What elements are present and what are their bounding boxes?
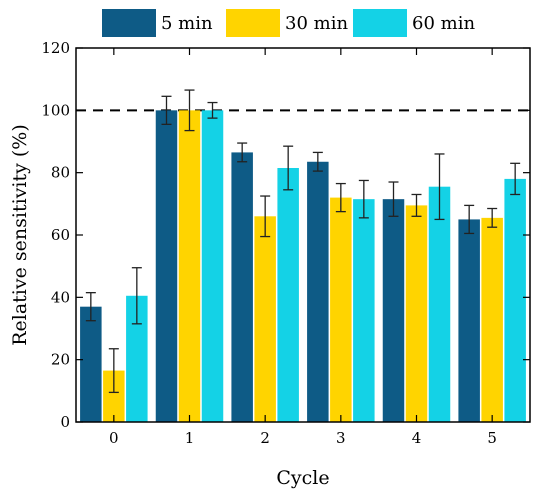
bar [307, 161, 329, 422]
bar [353, 199, 375, 422]
legend-swatch [102, 9, 156, 37]
bar [504, 178, 526, 422]
x-tick-label: 0 [109, 429, 119, 447]
x-tick-label: 5 [487, 429, 497, 447]
y-tick-label: 20 [51, 351, 70, 369]
x-tick-label: 1 [185, 429, 195, 447]
bar [80, 306, 102, 422]
bar [201, 110, 224, 422]
error-bars-layer [85, 89, 521, 394]
bar [330, 197, 352, 422]
bar [126, 295, 148, 422]
x-axis-ticks: 0 1 2 3 4 5 [109, 48, 497, 447]
bar [103, 370, 125, 422]
bar [458, 219, 480, 422]
legend-swatch [353, 9, 407, 37]
bar [155, 110, 178, 422]
legend-label: 60 min [412, 13, 475, 34]
y-tick-label: 120 [41, 39, 70, 57]
x-axis-title: Cycle [276, 467, 329, 489]
y-axis-title: Relative sensitivity (%) [9, 124, 31, 346]
bar [405, 205, 428, 422]
y-axis-ticks: 0 20 40 60 80 100 120 [41, 39, 530, 431]
y-tick-label: 100 [41, 101, 70, 119]
bar [178, 110, 201, 422]
y-tick-label: 40 [51, 288, 70, 306]
bar [254, 216, 276, 422]
x-tick-label: 2 [260, 429, 270, 447]
legend-label: 30 min [285, 13, 348, 34]
x-tick-label: 4 [412, 429, 422, 447]
y-tick-label: 80 [51, 164, 70, 182]
legend-label: 5 min [161, 13, 213, 34]
bar [382, 199, 405, 422]
x-tick-label: 3 [336, 429, 346, 447]
legend: 5 min 30 min 60 min [102, 9, 475, 37]
bar [428, 186, 451, 422]
bar [231, 152, 253, 423]
y-tick-label: 0 [60, 413, 70, 431]
bar [481, 217, 503, 422]
legend-swatch [226, 9, 280, 37]
y-tick-label: 60 [51, 226, 70, 244]
bar [277, 167, 299, 422]
bars-layer [80, 110, 526, 423]
